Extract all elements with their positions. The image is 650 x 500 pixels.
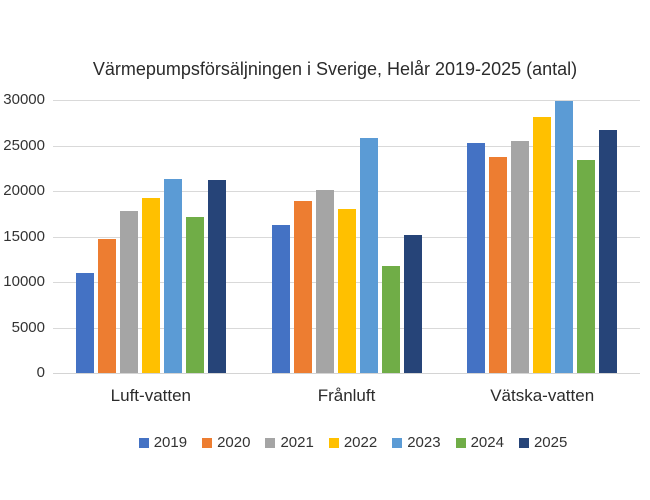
bar-groups [53,100,640,373]
plot-area [53,100,640,374]
legend-item-2019: 2019 [138,434,188,451]
bar-2021 [315,190,334,373]
bar-group-v-tska-vatten [444,100,640,373]
gridline [53,146,640,147]
legend-label: 2025 [533,434,568,451]
legend-item-2023: 2023 [392,434,441,451]
legend-label: 2019 [153,434,188,451]
bar-2025 [403,235,422,373]
bar-2025 [207,180,226,373]
category-label: Frånluft [317,386,376,405]
bar-2020 [489,157,508,373]
bar-2020 [293,201,312,373]
chart-title: Värmepumpsförsäljningen i Sverige, Helår… [92,59,578,79]
legend-label: 2020 [217,434,251,451]
bar-2025 [599,130,618,373]
bar-2022 [337,209,356,373]
bar-2021 [119,211,138,373]
gridline [53,100,640,101]
category-label: Luft-vatten [110,386,191,405]
y-tick-label: 0 [36,364,45,381]
bar-2024 [381,266,400,373]
legend-label: 2022 [343,434,378,451]
gridline [53,191,640,192]
legend-item-2025: 2025 [518,434,568,451]
legend-label: 2024 [470,434,504,451]
bar-2022 [533,117,552,373]
legend-item-2020: 2020 [202,434,250,451]
bar-group-fr-nluft [249,100,445,373]
bar-group-luft-vatten [53,100,249,373]
bar-2019 [271,225,290,373]
legend-swatch-icon [138,437,149,448]
bar-2021 [511,141,530,373]
y-tick-label: 30000 [3,91,45,108]
legend-label: 2021 [280,434,314,451]
bar-2022 [141,198,160,373]
bar-2020 [97,239,116,373]
bar-2023 [555,101,574,373]
legend-item-2024: 2024 [455,434,504,451]
legend: 2019 2020 2021 2022 2023 2024 2025 [53,434,650,451]
y-tick-label: 15000 [3,228,45,245]
legend-swatch-icon [202,437,213,448]
bar-2023 [359,138,378,373]
bar-2023 [163,179,182,373]
bar-2019 [75,273,94,373]
legend-swatch-icon [518,437,529,448]
legend-item-2022: 2022 [328,434,378,451]
y-tick-label: 25000 [3,137,45,154]
bar-2024 [185,217,204,373]
y-tick-label: 5000 [11,319,45,336]
x-axis-category-labels: Luft-vatten Frånluft Vätska-vatten [53,386,640,406]
category-label: Vätska-vatten [490,386,595,405]
legend-swatch-icon [455,437,466,448]
legend-swatch-icon [392,437,403,448]
legend-label: 2023 [407,434,441,451]
legend-item-2021: 2021 [265,434,314,451]
y-tick-label: 10000 [3,273,45,290]
bar-2024 [577,160,596,373]
legend-swatch-icon [328,437,339,448]
y-tick-label: 20000 [3,182,45,199]
bar-2019 [467,143,486,373]
legend-swatch-icon [265,437,276,448]
